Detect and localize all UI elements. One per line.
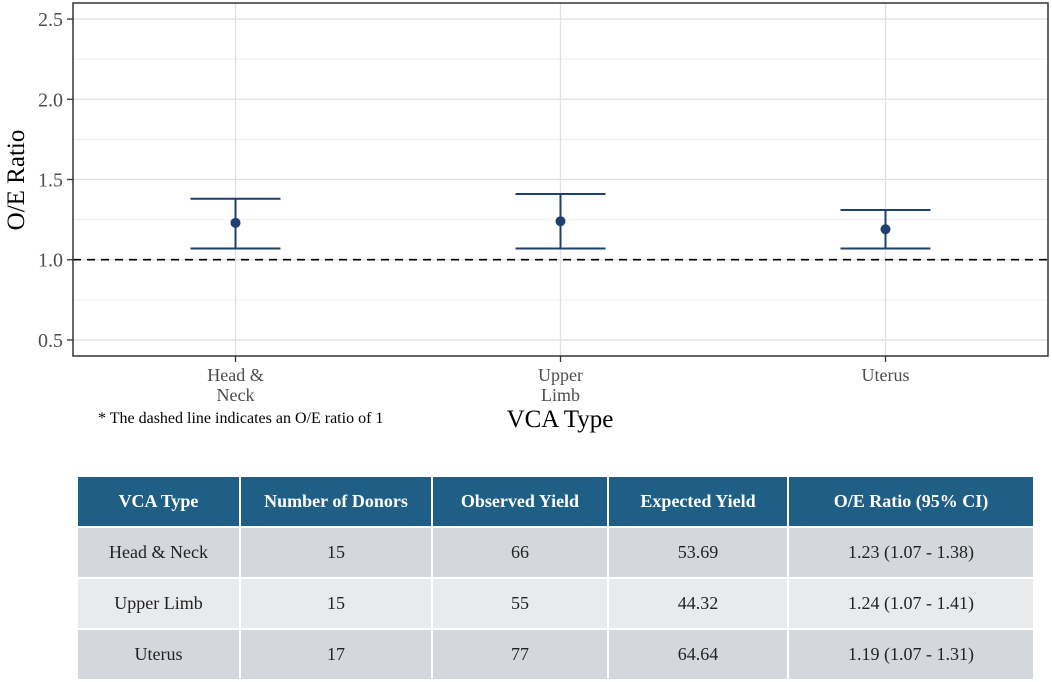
- y-tick-label: 2.0: [38, 89, 63, 111]
- table-cell: 15: [239, 526, 432, 578]
- estimate-point: [880, 224, 891, 235]
- y-tick-label: 1.0: [38, 250, 63, 272]
- y-tick-label: 0.5: [38, 330, 63, 352]
- table-cell: 53.69: [607, 526, 788, 578]
- header-oe-ratio: O/E Ratio (95% CI): [787, 477, 1033, 527]
- estimate-point: [230, 217, 241, 228]
- table-cell: 44.32: [607, 577, 788, 629]
- header-number-of-donors: Number of Donors: [239, 477, 432, 527]
- table-row: Uterus 17 77 64.64 1.19 (1.07 - 1.31): [78, 628, 1033, 679]
- table-cell: 15: [239, 577, 432, 629]
- y-tick-label: 1.5: [38, 170, 63, 192]
- header-observed-yield: Observed Yield: [431, 477, 608, 527]
- table-cell: 1.23 (1.07 - 1.38): [787, 526, 1033, 578]
- x-tick-label: Upper: [538, 365, 583, 385]
- header-vca-type: VCA Type: [78, 477, 240, 527]
- table-cell: Uterus: [78, 628, 240, 679]
- table-cell: Upper Limb: [78, 577, 240, 629]
- table-cell: 55: [431, 577, 608, 629]
- table-cell: 1.24 (1.07 - 1.41): [787, 577, 1033, 629]
- chart-footnote: * The dashed line indicates an O/E ratio…: [98, 410, 384, 427]
- table-header-row: VCA Type Number of Donors Observed Yield…: [78, 477, 1033, 527]
- table-cell: 77: [431, 628, 608, 679]
- table-cell: 1.19 (1.07 - 1.31): [787, 628, 1033, 679]
- table-cell: 66: [431, 526, 608, 578]
- table-cell: 64.64: [607, 628, 788, 679]
- estimate-point: [555, 216, 566, 227]
- table-row: Head & Neck 15 66 53.69 1.23 (1.07 - 1.3…: [78, 526, 1033, 578]
- table-cell: 17: [239, 628, 432, 679]
- header-expected-yield: Expected Yield: [607, 477, 788, 527]
- x-tick-label: Head &: [207, 365, 263, 385]
- y-axis-title: O/E Ratio: [3, 130, 30, 231]
- x-tick-label: Neck: [217, 385, 255, 405]
- x-tick-label: Uterus: [862, 365, 910, 385]
- y-tick-label: 2.5: [38, 9, 63, 31]
- summary-table: VCA Type Number of Donors Observed Yield…: [78, 477, 1033, 679]
- table-row: Upper Limb 15 55 44.32 1.24 (1.07 - 1.41…: [78, 577, 1033, 629]
- table-cell: Head & Neck: [78, 526, 240, 578]
- x-tick-label: Limb: [541, 385, 580, 405]
- x-axis-title: VCA Type: [506, 406, 614, 433]
